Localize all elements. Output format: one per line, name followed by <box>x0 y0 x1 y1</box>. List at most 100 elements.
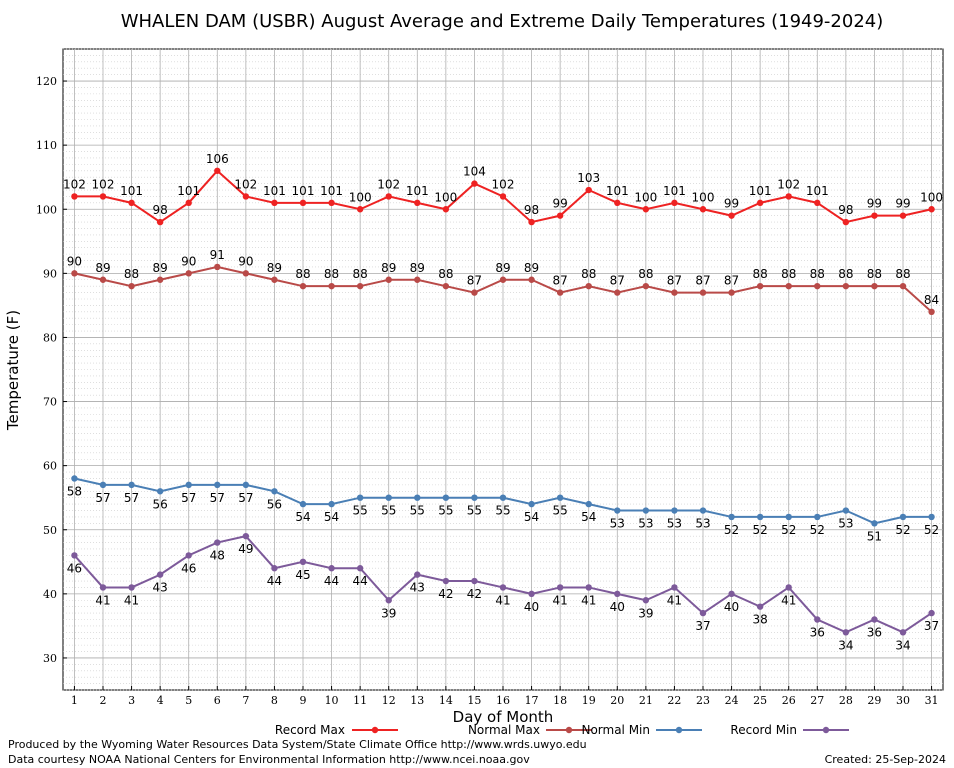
legend-label: Record Min <box>730 723 797 737</box>
data-point <box>928 513 935 521</box>
data-label: 54 <box>324 510 339 524</box>
data-point <box>185 270 192 277</box>
data-label: 54 <box>581 510 596 524</box>
data-point <box>442 577 450 585</box>
data-point <box>442 206 450 213</box>
data-point <box>614 199 621 207</box>
data-label: 99 <box>553 197 568 211</box>
data-label: 52 <box>781 523 796 537</box>
data-label: 39 <box>381 606 396 620</box>
y-tick-label: 40 <box>43 588 57 601</box>
data-point <box>99 276 107 283</box>
data-label: 101 <box>806 184 829 198</box>
data-point <box>756 199 764 207</box>
data-label: 90 <box>238 254 253 268</box>
data-label: 52 <box>924 523 939 537</box>
data-label: 87 <box>610 274 625 288</box>
x-tick-label: 22 <box>667 694 681 707</box>
data-point <box>414 571 421 578</box>
data-point <box>385 597 392 604</box>
data-label: 57 <box>238 491 253 505</box>
data-point <box>699 609 707 617</box>
data-label: 102 <box>777 177 800 191</box>
data-label: 34 <box>838 638 853 652</box>
y-tick-label: 110 <box>36 139 57 152</box>
data-label: 90 <box>181 254 196 268</box>
data-point <box>214 539 221 546</box>
legend-label: Normal Max <box>468 723 540 737</box>
legend-label: Record Max <box>275 723 345 737</box>
data-label: 36 <box>810 625 825 639</box>
data-label: 100 <box>920 190 943 204</box>
data-label: 40 <box>610 600 625 614</box>
x-tick-label: 31 <box>925 694 939 707</box>
data-point <box>442 494 450 501</box>
data-label: 52 <box>895 523 910 537</box>
data-label: 39 <box>638 606 653 620</box>
x-tick-label: 13 <box>410 694 424 707</box>
data-label: 101 <box>406 184 429 198</box>
x-tick-label: 12 <box>382 694 396 707</box>
data-point <box>842 282 850 290</box>
data-label: 53 <box>695 517 710 531</box>
data-point <box>271 565 278 572</box>
x-tick-label: 5 <box>185 694 192 707</box>
data-point <box>214 263 221 271</box>
data-point <box>128 199 135 207</box>
x-tick-label: 9 <box>300 694 307 707</box>
data-point <box>99 584 107 591</box>
data-point <box>728 513 735 521</box>
data-label: 88 <box>838 267 853 281</box>
data-point <box>585 282 592 290</box>
data-point <box>471 577 478 585</box>
data-label: 43 <box>410 581 425 595</box>
data-labels: 102 102 101 98 101 106 102 101 101 101 100 102 101 10… <box>63 152 943 653</box>
data-point <box>356 565 364 572</box>
grid <box>63 48 943 691</box>
x-tick-label: 3 <box>128 694 135 707</box>
data-point <box>699 289 707 296</box>
data-point <box>328 282 335 290</box>
data-point <box>356 494 364 501</box>
data-label: 46 <box>67 561 82 575</box>
data-point <box>585 500 592 508</box>
data-point <box>871 282 878 290</box>
data-label: 49 <box>238 542 253 556</box>
data-label: 87 <box>553 274 568 288</box>
data-point <box>728 590 735 598</box>
data-point <box>699 206 707 213</box>
data-point <box>928 206 935 213</box>
data-label: 57 <box>95 491 110 505</box>
data-label: 55 <box>495 504 510 518</box>
data-point <box>385 193 392 200</box>
data-label: 100 <box>634 190 657 204</box>
data-label: 45 <box>295 568 310 582</box>
data-label: 41 <box>781 593 796 607</box>
data-point <box>556 289 564 296</box>
data-label: 88 <box>353 267 368 281</box>
data-point <box>871 616 878 623</box>
data-label: 55 <box>353 504 368 518</box>
data-point <box>385 494 392 501</box>
data-point <box>785 282 792 290</box>
data-label: 46 <box>181 561 196 575</box>
data-label: 98 <box>838 203 853 217</box>
data-label: 53 <box>638 517 653 531</box>
data-point <box>214 481 221 489</box>
data-label: 101 <box>120 184 143 198</box>
footer-created: Created: 25-Sep-2024 <box>824 753 946 766</box>
data-label: 58 <box>67 484 82 498</box>
x-tick-label: 7 <box>242 694 249 707</box>
data-point <box>528 218 535 226</box>
data-point <box>928 308 935 316</box>
x-tick-label: 14 <box>439 694 453 707</box>
data-point <box>756 282 764 290</box>
data-point <box>271 199 278 207</box>
data-point <box>71 552 78 559</box>
data-point <box>842 507 850 514</box>
data-point <box>928 609 935 617</box>
data-label: 101 <box>749 184 772 198</box>
data-label: 89 <box>410 261 425 275</box>
data-point <box>71 193 78 200</box>
